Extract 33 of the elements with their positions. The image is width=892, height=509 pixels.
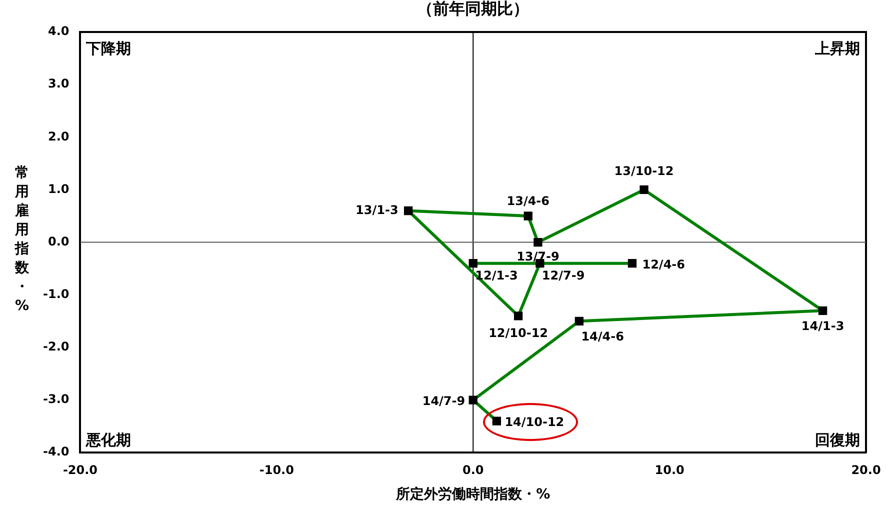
- y-axis-title: 常用雇用指数・%: [14, 164, 30, 314]
- annotation: 13/1-3: [356, 202, 398, 217]
- annotation: 13/4-6: [506, 194, 550, 208]
- annotation: 14/1-3: [801, 318, 844, 333]
- annotation: 14/7-9: [422, 394, 466, 408]
- y-tick-label: 1.0: [48, 182, 70, 196]
- annotation: 14/4-6: [581, 329, 624, 344]
- annotation: 12/4-6: [642, 257, 685, 272]
- x-tick-label: 10.0: [654, 462, 684, 477]
- annotation: 12/1-3: [475, 268, 518, 282]
- x-tick-label: -10.0: [259, 462, 294, 477]
- chart-title: （前年同期比）: [417, 0, 530, 18]
- annotation: 上昇期: [814, 39, 860, 58]
- annotation: 悪化期: [85, 430, 132, 449]
- annotation: 下降期: [85, 39, 132, 58]
- y-tick-label: -3.0: [42, 392, 70, 406]
- annotation: 13/10-12: [614, 164, 674, 178]
- y-tick-label: -2.0: [42, 340, 70, 354]
- annotation: 12/7-9: [542, 268, 585, 282]
- y-tick-label: 0.0: [48, 234, 70, 248]
- y-tick-label: 4.0: [48, 24, 70, 38]
- annotation: 14/10-12: [504, 415, 564, 430]
- y-tick-label: 3.0: [48, 76, 70, 91]
- y-tick-label: -4.0: [42, 444, 70, 459]
- y-tick-label: -1.0: [42, 287, 70, 301]
- annotation: 12/10-12: [488, 326, 548, 340]
- y-tick-label: 2.0: [48, 129, 70, 144]
- x-tick-label: 0.0: [462, 462, 484, 477]
- x-tick-label: -20.0: [62, 462, 98, 477]
- x-axis-title: 所定外労働時間指数・%: [395, 486, 550, 503]
- x-tick-label: 20.0: [851, 462, 881, 477]
- annotation: 回復期: [815, 430, 860, 449]
- annotation: 13/7-9: [516, 249, 560, 264]
